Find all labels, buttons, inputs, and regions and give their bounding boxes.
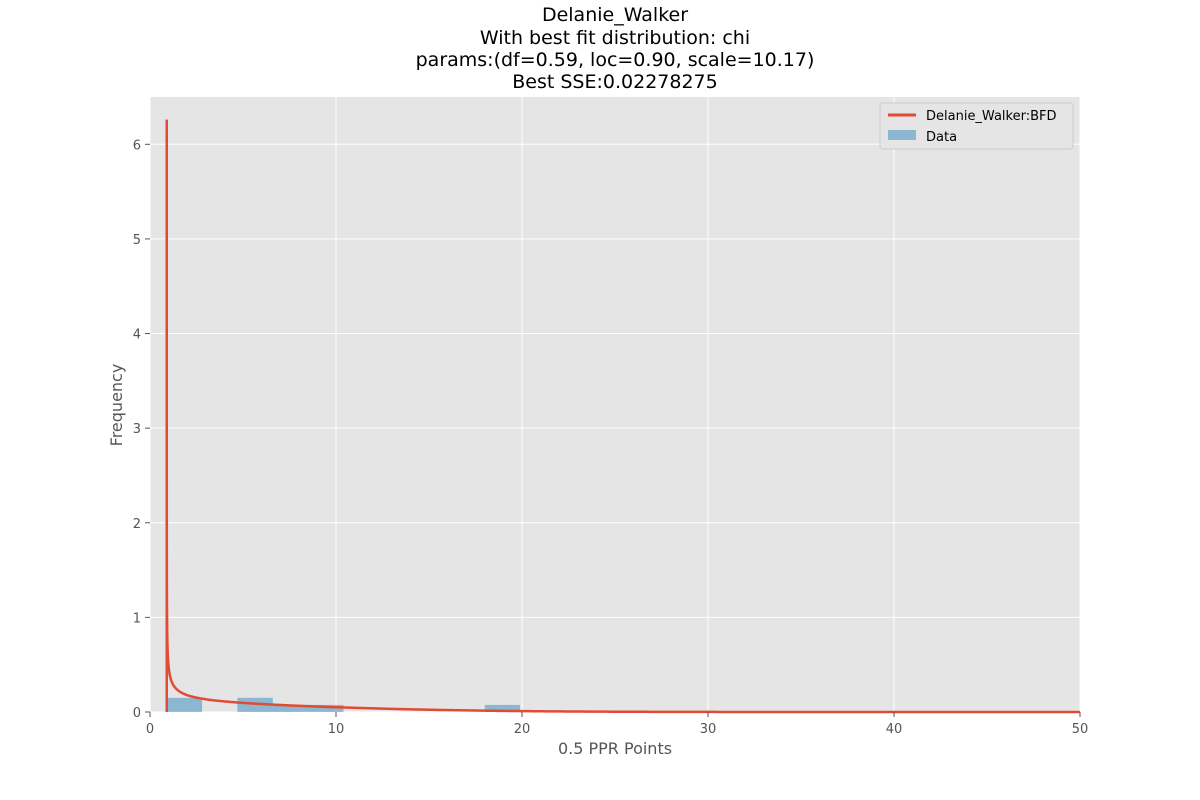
legend-box bbox=[879, 102, 1074, 150]
y-tick-label: 2 bbox=[133, 517, 141, 532]
chart-title-line-3: params:(df=0.59, loc=0.90, scale=10.17) bbox=[416, 49, 815, 71]
y-tick-label: 6 bbox=[133, 138, 141, 153]
histogram-bar bbox=[484, 704, 521, 712]
chart-title-line-4: Best SSE:0.02278275 bbox=[512, 71, 717, 93]
legend-data-swatch bbox=[888, 130, 916, 140]
x-tick-label: 20 bbox=[514, 722, 531, 737]
axis-ticks: 0 10 20 30 40 50 0 1 2 3 4 5 6 bbox=[133, 138, 1089, 737]
x-axis-label: 0.5 PPR Points bbox=[558, 739, 672, 758]
histogram-bar bbox=[166, 697, 203, 712]
y-tick-label: 0 bbox=[133, 706, 141, 721]
legend-fit-label: Delanie_Walker:BFD bbox=[926, 109, 1057, 124]
y-tick-label: 5 bbox=[133, 233, 141, 248]
x-tick-label: 50 bbox=[1072, 722, 1089, 737]
chart-title-line-2: With best fit distribution: chi bbox=[480, 27, 750, 49]
chart-title-line-1: Delanie_Walker bbox=[542, 4, 688, 26]
x-tick-label: 40 bbox=[886, 722, 903, 737]
fit-curve-line bbox=[165, 119, 1080, 714]
legend-data-label: Data bbox=[926, 130, 957, 145]
plot-area bbox=[150, 97, 1080, 712]
x-tick-label: 10 bbox=[328, 722, 345, 737]
histogram-bar bbox=[308, 704, 344, 712]
y-axis-label: Frequency bbox=[107, 364, 126, 447]
y-tick-label: 1 bbox=[133, 611, 141, 626]
legend: Delanie_Walker:BFD Data bbox=[879, 102, 1074, 150]
x-tick-label: 30 bbox=[700, 722, 717, 737]
fit-curve-group bbox=[165, 119, 1080, 714]
y-tick-label: 3 bbox=[133, 422, 141, 437]
x-tick-label: 0 bbox=[146, 722, 154, 737]
histogram-bar bbox=[272, 704, 309, 712]
y-tick-label: 4 bbox=[133, 328, 141, 343]
